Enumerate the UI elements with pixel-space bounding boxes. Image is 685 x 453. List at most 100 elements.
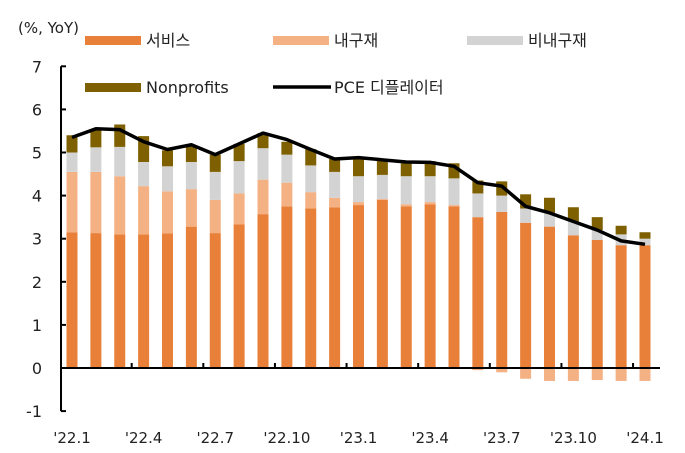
bar-segment-내구재 <box>424 202 436 205</box>
bar-segment-Nonprofits <box>233 143 245 162</box>
y-axis-label: (%, YoY) <box>18 19 79 37</box>
bar-segment-Nonprofits <box>138 136 150 162</box>
bar-segment-Nonprofits <box>615 225 627 235</box>
bar-segment-서비스 <box>496 211 508 368</box>
bar-segment-Nonprofits <box>281 141 293 155</box>
bar-segment-서비스 <box>376 199 388 368</box>
bar-segment-내구재 <box>353 202 364 206</box>
y-tick-label: 0 <box>32 359 42 378</box>
bar-segment-비내구재 <box>353 176 364 203</box>
legend-label: PCE 디플레이터 <box>334 78 444 97</box>
bar-segment-내구재 <box>400 204 412 207</box>
bars <box>66 124 651 381</box>
bar-segment-비내구재 <box>424 176 436 203</box>
bar-segment-비내구재 <box>185 161 197 190</box>
bar-segment-내구재 <box>138 186 150 235</box>
x-tick-label: '23.7 <box>483 429 521 447</box>
bar-segment-서비스 <box>233 224 245 368</box>
bar-segment-내구재 <box>496 368 508 373</box>
bar-segment-내구재 <box>233 193 245 225</box>
bar-segment-서비스 <box>305 208 317 368</box>
bar-segment-비내구재 <box>329 171 341 198</box>
bar-segment-Nonprofits <box>472 180 484 194</box>
bar-segment-내구재 <box>448 205 460 207</box>
bar-segment-내구재 <box>162 191 173 234</box>
bar-segment-서비스 <box>544 226 555 368</box>
bar-segment-서비스 <box>66 232 78 368</box>
bar-segment-서비스 <box>615 245 627 368</box>
bar-segment-내구재 <box>114 176 126 235</box>
bar-segment-서비스 <box>520 222 532 368</box>
bar-segment-비내구재 <box>472 193 484 218</box>
bar-segment-서비스 <box>138 234 150 368</box>
bar-segment-Nonprofits <box>90 130 102 148</box>
bar-segment-서비스 <box>257 214 269 368</box>
bar-segment-내구재 <box>472 368 484 371</box>
bar-segment-서비스 <box>209 233 221 368</box>
bar-segment-비내구재 <box>257 148 269 180</box>
bar-segment-Nonprofits <box>114 124 126 147</box>
pce-line <box>71 127 646 247</box>
legend-swatch <box>467 36 523 45</box>
bar-segment-비내구재 <box>90 147 102 172</box>
bar-segment-서비스 <box>329 207 341 368</box>
bar-segment-Nonprofits <box>591 217 603 231</box>
bar-segment-서비스 <box>567 235 579 368</box>
bar-segment-서비스 <box>639 245 651 368</box>
bar-segment-비내구재 <box>520 208 532 223</box>
y-tick-label: -1 <box>26 402 42 421</box>
y-tick-label: 1 <box>32 316 42 335</box>
bar-segment-비내구재 <box>305 165 317 193</box>
bar-segment-내구재 <box>66 171 78 233</box>
bar-segment-비내구재 <box>209 171 221 200</box>
bar-segment-서비스 <box>400 206 412 368</box>
legend-label: 비내구재 <box>528 31 587 50</box>
x-tick-label: '22.4 <box>125 429 163 447</box>
bar-segment-내구재 <box>639 368 651 381</box>
bar-segment-비내구재 <box>639 238 651 246</box>
bar-segment-Nonprofits <box>639 232 651 239</box>
x-tick-label: '23.1 <box>340 429 378 447</box>
bar-segment-내구재 <box>305 192 317 209</box>
bar-segment-비내구재 <box>544 212 555 227</box>
bar-segment-Nonprofits <box>496 181 508 196</box>
bar-segment-내구재 <box>615 368 627 381</box>
bar-segment-Nonprofits <box>329 158 341 172</box>
bar-segment-비내구재 <box>233 161 245 194</box>
bar-segment-비내구재 <box>496 195 508 212</box>
y-tick-label: 6 <box>32 100 42 119</box>
bar-segment-Nonprofits <box>66 135 78 153</box>
legend-swatch <box>85 36 141 45</box>
bar-segment-서비스 <box>114 234 126 368</box>
x-tick-label: '22.10 <box>263 429 310 447</box>
bar-segment-서비스 <box>281 206 293 368</box>
legend-label: 내구재 <box>334 31 378 50</box>
bar-segment-서비스 <box>185 226 197 368</box>
bar-segment-내구재 <box>376 199 388 200</box>
bar-segment-내구재 <box>209 199 221 234</box>
bar-segment-비내구재 <box>114 146 126 177</box>
x-tick-label: '22.1 <box>53 429 91 447</box>
x-tick-label: '22.7 <box>196 429 234 447</box>
bar-segment-비내구재 <box>400 176 412 205</box>
bar-segment-내구재 <box>257 179 269 215</box>
bar-segment-내구재 <box>281 182 293 207</box>
bar-segment-비내구재 <box>162 166 173 192</box>
bar-segment-비내구재 <box>376 174 388 200</box>
bar-segment-Nonprofits <box>448 163 460 179</box>
bar-segment-내구재 <box>329 197 341 208</box>
bar-segment-Nonprofits <box>424 161 436 177</box>
bar-segment-비내구재 <box>281 154 293 183</box>
bar-segment-Nonprofits <box>185 146 197 162</box>
x-axis: '22.1 '22.4 '22.7 '22.10 '23.1 '23.4 '23.7 '23.… <box>53 363 664 447</box>
bar-segment-서비스 <box>591 239 603 368</box>
x-tick-label: '23.10 <box>550 429 597 447</box>
bar-segment-Nonprofits <box>567 207 579 222</box>
bar-segment-Nonprofits <box>376 160 388 175</box>
x-tick-label: '23.4 <box>411 429 449 447</box>
y-tick-label: 4 <box>32 187 42 206</box>
y-axis: -1 0 1 2 3 4 5 6 7 <box>26 57 66 421</box>
bar-segment-Nonprofits <box>520 194 532 209</box>
bar-segment-Nonprofits <box>162 150 173 167</box>
